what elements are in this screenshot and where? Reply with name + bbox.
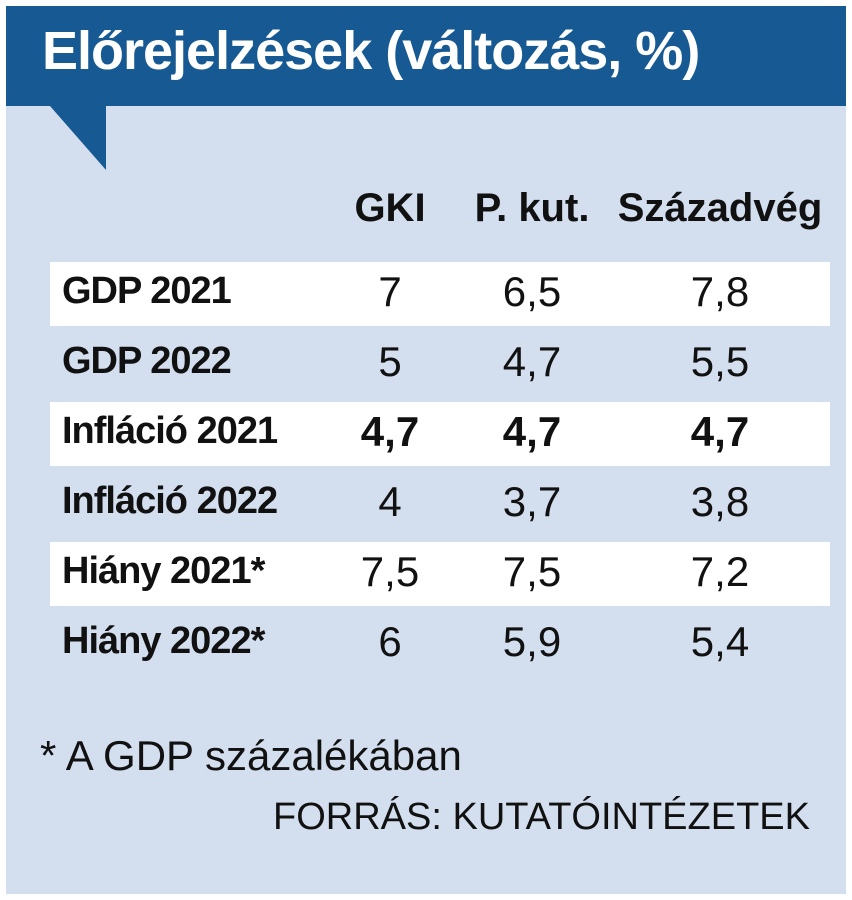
table-cell: 5: [378, 338, 402, 385]
table-cell: 5,4: [690, 618, 750, 665]
table-cell: 4: [378, 478, 402, 525]
column-header-p-kut: P. kut.: [474, 186, 590, 230]
table-row: GDP 2022 5 4,7 5,5: [50, 332, 830, 396]
table-cell: 7,8: [690, 268, 750, 315]
table-cell: 6,5: [502, 268, 562, 315]
row-label: Hiány 2021*: [62, 550, 265, 592]
table-cell: 7,5: [502, 548, 562, 595]
source-credit: FORRÁS: KUTATÓINTÉZETEK: [273, 796, 810, 838]
chart-title: Előrejelzések (változás, %): [42, 21, 700, 81]
table-row: Infláció 2022 4 3,7 3,8: [50, 472, 830, 536]
forecast-card: Előrejelzések (változás, %) GKI P. kut. …: [6, 6, 846, 894]
row-label: Infláció 2021: [62, 410, 278, 452]
title-notch: [50, 106, 106, 170]
table-cell: 4,7: [360, 408, 420, 455]
table-cell: 5,5: [690, 338, 750, 385]
row-label: GDP 2022: [62, 340, 232, 382]
table-cell: 3,7: [502, 478, 562, 525]
row-label: Infláció 2022: [62, 480, 278, 522]
table-cell: 7,2: [690, 548, 750, 595]
table-cell: 4,7: [690, 408, 750, 455]
table-row: Infláció 2021 4,7 4,7 4,7: [50, 402, 830, 466]
table-row: Hiány 2021* 7,5 7,5 7,2: [50, 542, 830, 606]
title-bar: Előrejelzések (változás, %): [6, 6, 846, 106]
table-cell: 4,7: [502, 408, 562, 455]
table-cell: 7,5: [360, 548, 420, 595]
table-cell: 7: [378, 268, 402, 315]
table-cell: 4,7: [502, 338, 562, 385]
row-label: GDP 2021: [62, 270, 232, 312]
table-row: GDP 2021 7 6,5 7,8: [50, 262, 830, 326]
table-row: Hiány 2022* 6 5,9 5,4: [50, 612, 830, 676]
footnote: * A GDP százalékában: [40, 732, 462, 779]
table-cell: 3,8: [690, 478, 750, 525]
column-header-gki: GKI: [354, 186, 426, 230]
table-cell: 5,9: [502, 618, 562, 665]
row-label: Hiány 2022*: [62, 620, 265, 662]
table-cell: 6: [378, 618, 402, 665]
column-header-szazadveg: Századvég: [617, 186, 823, 230]
